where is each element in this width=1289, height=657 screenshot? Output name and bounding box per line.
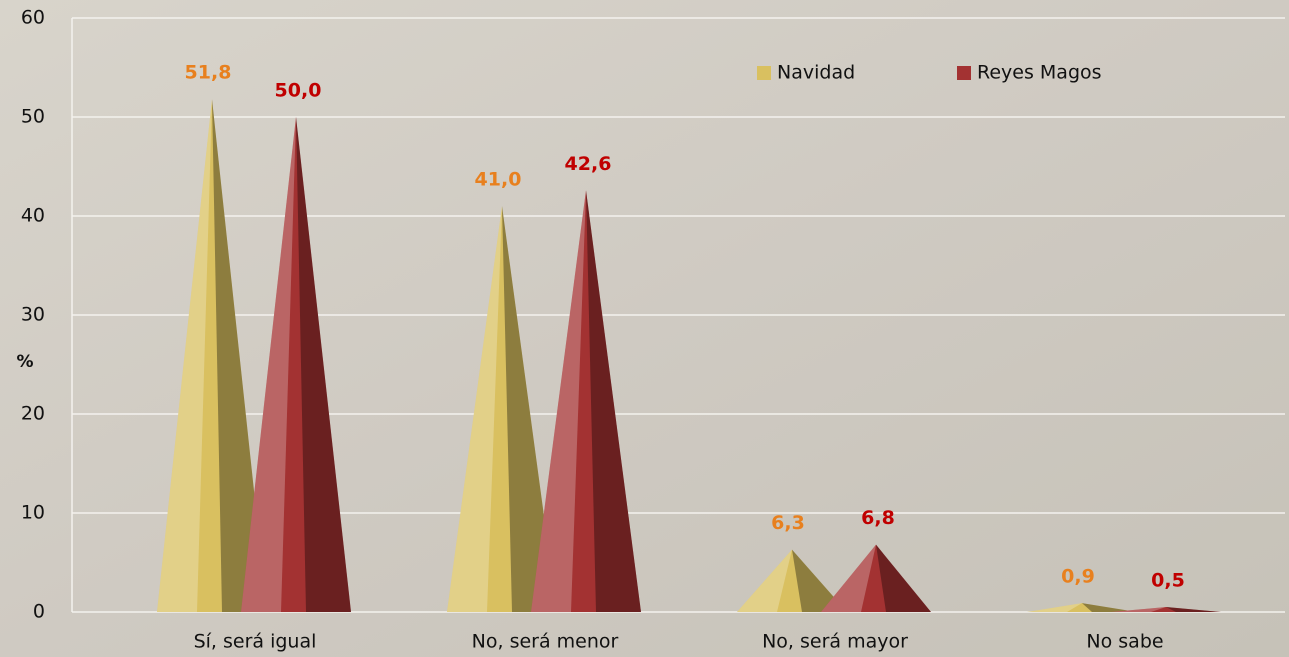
value-label: 0,9	[1061, 566, 1095, 588]
value-label: 50,0	[275, 80, 322, 102]
pyramid-shade	[1166, 607, 1221, 612]
pyramid-highlight	[1111, 607, 1166, 612]
y-tick-label: 50	[21, 106, 45, 128]
legend-label: Navidad	[777, 62, 855, 84]
legend-swatch	[957, 66, 971, 80]
x-tick-label: No sabe	[1086, 631, 1163, 653]
y-axis-label: %	[16, 352, 33, 372]
pyramid	[1111, 607, 1221, 612]
x-tick-label: Sí, será igual	[194, 631, 317, 653]
pyramid	[531, 190, 641, 612]
pyramid-highlight	[157, 99, 212, 613]
pyramid-shade	[502, 206, 557, 612]
pyramid	[157, 99, 267, 613]
x-tick-label: No, será menor	[472, 631, 619, 653]
value-label: 6,8	[861, 507, 895, 529]
x-tick-label: No, será mayor	[762, 631, 908, 653]
pyramid	[447, 206, 557, 612]
pyramid-shade	[296, 117, 351, 612]
pyramid	[241, 117, 351, 612]
value-label: 41,0	[475, 169, 522, 191]
pyramid	[1027, 603, 1137, 612]
pyramid-highlight	[241, 117, 296, 612]
value-label: 6,3	[771, 512, 805, 534]
pyramid-shade	[876, 544, 931, 612]
pyramid-highlight	[821, 544, 876, 612]
pyramid-shade	[792, 549, 847, 612]
pyramid-highlight	[531, 190, 586, 612]
pyramid	[737, 549, 847, 612]
pyramid-shade	[212, 99, 267, 613]
pyramid	[821, 544, 931, 612]
legend-swatch	[757, 66, 771, 80]
value-label: 42,6	[565, 153, 612, 175]
pyramid-highlight	[447, 206, 502, 612]
pyramid-shade	[586, 190, 641, 612]
y-tick-label: 40	[21, 205, 45, 227]
y-tick-label: 10	[21, 502, 45, 524]
pyramid-shade	[1082, 603, 1137, 612]
pyramid-highlight	[737, 549, 792, 612]
legend-label: Reyes Magos	[977, 62, 1102, 84]
y-tick-label: 60	[21, 7, 45, 29]
value-label: 0,5	[1151, 570, 1185, 592]
y-tick-label: 30	[21, 304, 45, 326]
y-tick-label: 0	[33, 601, 45, 623]
value-label: 51,8	[185, 62, 232, 84]
y-tick-label: 20	[21, 403, 45, 425]
pyramid-highlight	[1027, 603, 1082, 612]
